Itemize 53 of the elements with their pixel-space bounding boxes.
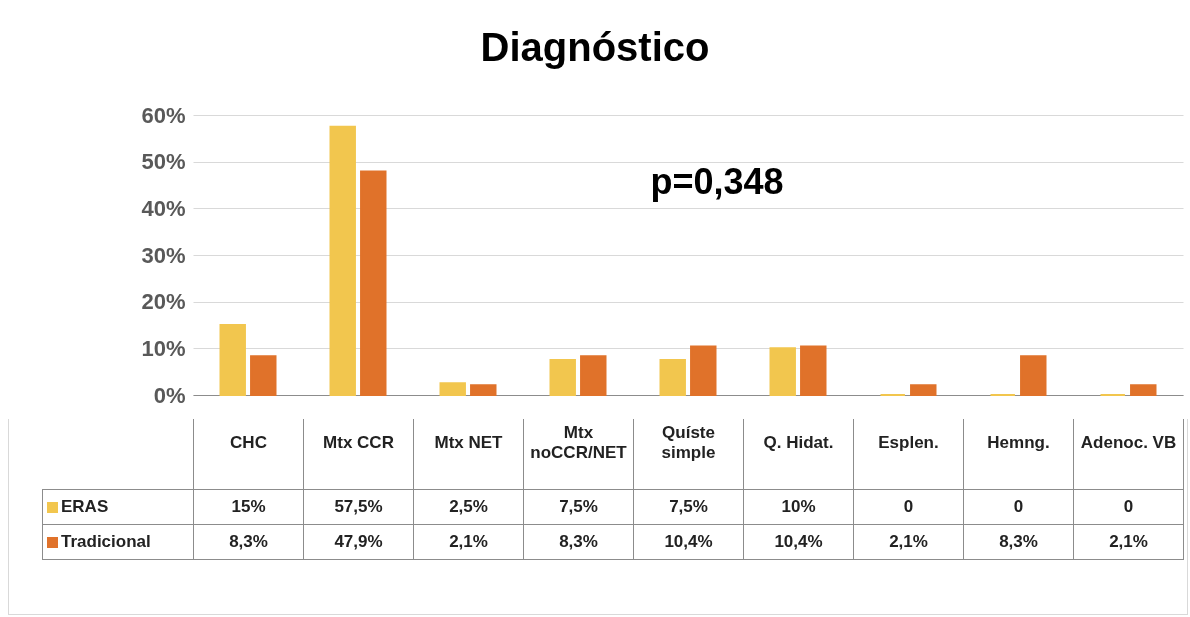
- data-label: 10,4%: [743, 524, 854, 560]
- data-label: 8,3%: [193, 524, 304, 560]
- legend-label: Tradicional: [42, 524, 194, 560]
- data-label: 10,4%: [633, 524, 744, 560]
- data-label: 2,1%: [853, 524, 964, 560]
- bar: [659, 359, 686, 396]
- data-label: 2,1%: [413, 524, 524, 560]
- y-tick-label: 60%: [141, 102, 186, 128]
- x-tick-label: Mtx NET: [413, 395, 524, 490]
- y-tick-label: 30%: [141, 242, 186, 268]
- annotation: p=0,348: [650, 161, 784, 202]
- bar: [690, 345, 717, 396]
- bar: [1020, 355, 1047, 396]
- data-label: 10%: [743, 489, 854, 525]
- bar: [1130, 384, 1157, 396]
- bar: [329, 125, 356, 396]
- bar: [910, 384, 937, 396]
- bar: [470, 384, 497, 396]
- bar: [580, 355, 607, 396]
- x-tick-label: Esplen.: [853, 395, 964, 490]
- x-tick-label: CHC: [193, 395, 304, 490]
- bar: [769, 347, 796, 396]
- bar: [439, 382, 466, 396]
- y-tick-label: 40%: [141, 195, 186, 221]
- bar: [549, 359, 576, 396]
- x-tick-label: Q. Hidat.: [743, 395, 854, 490]
- y-tick-label: 0%: [153, 382, 186, 408]
- y-tick-label: 50%: [141, 149, 186, 175]
- chart-title: Diagnóstico: [480, 25, 710, 69]
- data-label: 7,5%: [633, 489, 744, 525]
- legend-label: ERAS: [42, 489, 194, 525]
- data-label: 0: [853, 489, 964, 525]
- x-tick-label: Adenoc. VB: [1073, 395, 1184, 490]
- bar: [360, 170, 387, 396]
- data-label: 15%: [193, 489, 304, 525]
- data-label: 7,5%: [523, 489, 634, 525]
- data-label: 47,9%: [303, 524, 414, 560]
- x-tick-label: Mtx CCR: [303, 395, 414, 490]
- bar: [250, 355, 277, 396]
- y-tick-label: 20%: [141, 289, 186, 315]
- data-label: 0: [963, 489, 1074, 525]
- data-label: 2,1%: [1073, 524, 1184, 560]
- x-tick-label: Hemng.: [963, 395, 1074, 490]
- data-label: 8,3%: [523, 524, 634, 560]
- x-tick-label: Mtx noCCR/NET: [523, 395, 634, 490]
- data-label: 8,3%: [963, 524, 1074, 560]
- data-label: 57,5%: [303, 489, 414, 525]
- x-tick-label: Quíste simple: [633, 395, 744, 490]
- y-tick-label: 10%: [141, 335, 186, 361]
- data-label: 2,5%: [413, 489, 524, 525]
- bar: [800, 345, 827, 396]
- bar: [219, 324, 246, 396]
- data-label: 0: [1073, 489, 1184, 525]
